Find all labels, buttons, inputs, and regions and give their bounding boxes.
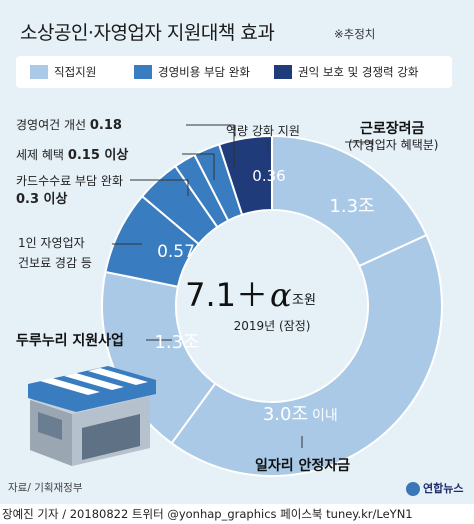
source-note: 자료/ 기획재정부 [8, 482, 83, 494]
value-label-durunuri: 1.3조 [154, 332, 199, 353]
label-card-value: 0.3 이상 [16, 192, 68, 207]
label-health-1: 1인 자영업자 [18, 236, 85, 250]
yonhap-logo-icon [406, 482, 420, 496]
legend-item-rights: 권익 보호 및 경쟁력 강화 [274, 56, 418, 88]
yonhap-logo: 연합뉴스 [406, 480, 463, 496]
label-earned: 근로장려금 [360, 121, 425, 137]
value-label-job: 3.0조 [263, 404, 308, 425]
footer-credit: 장예진 기자 / 20180822 트위터 @yonhap_graphics 페… [0, 504, 474, 524]
legend-item-direct: 직접지원 [30, 56, 96, 88]
legend-swatch-direct [30, 65, 48, 79]
label-health-2: 건보료 경감 등 [18, 256, 92, 270]
donut-slice-1 [170, 233, 443, 477]
label-mgmt-value: 0.18 [89, 118, 122, 133]
center-total: 7.1＋ [185, 276, 268, 314]
center-alpha: α [270, 276, 292, 314]
label-card-value-row: 0.3 이상 [16, 190, 67, 209]
donut-slices [101, 134, 443, 477]
legend-label-rights: 권익 보호 및 경쟁력 강화 [298, 65, 419, 79]
value-label-earned: 1.3조 [329, 196, 374, 217]
storefront-illustration [28, 366, 156, 466]
donut-hole [177, 211, 367, 401]
leader-line-earned [345, 141, 373, 152]
label-tax-value: 0.15 이상 [67, 148, 129, 163]
center-unit: 조원 [292, 293, 316, 308]
estimate-note: ※추정치 [334, 27, 376, 41]
leader-line-tax [182, 153, 215, 180]
center-year: 2019년 (잠정) [234, 319, 311, 333]
label-mgmt: 경영여건 개선 [16, 118, 87, 132]
label-mgmt-row: 경영여건 개선 0.18 [16, 116, 122, 135]
label-tax-row: 세제 혜택 0.15 이상 [16, 146, 128, 165]
legend-swatch-cost [134, 65, 152, 79]
donut-slice-7 [217, 134, 273, 217]
label-durunuri: 두루누리 지원사업 [16, 333, 124, 349]
legend-item-cost: 경영비용 부담 완화 [134, 56, 250, 88]
legend-label-direct: 직접지원 [54, 65, 97, 79]
legend-label-cost: 경영비용 부담 완화 [158, 65, 250, 79]
label-card: 카드수수료 부담 완화 [16, 174, 123, 188]
value-label-job-suffix: 이내 [312, 408, 338, 424]
value-label-health: 0.57 [157, 242, 195, 262]
legend-swatch-rights [274, 65, 292, 79]
value-label-capacity: 0.36 [252, 167, 285, 185]
leader-lines [112, 124, 373, 448]
label-tax: 세제 혜택 [16, 148, 64, 162]
leader-line-mgmt [186, 124, 235, 168]
chart-title: 소상공인·자영업자 지원대책 효과 [20, 22, 275, 44]
legend: 직접지원 경영비용 부담 완화 권익 보호 및 경쟁력 강화 [16, 56, 452, 88]
label-earned-sub: (자영업자 혜택분) [348, 138, 439, 152]
label-job: 일자리 안정자금 [255, 458, 351, 474]
label-capacity: 역량 강화 지원 [226, 124, 300, 138]
yonhap-logo-text: 연합뉴스 [423, 482, 464, 495]
leader-line-card [130, 179, 189, 196]
